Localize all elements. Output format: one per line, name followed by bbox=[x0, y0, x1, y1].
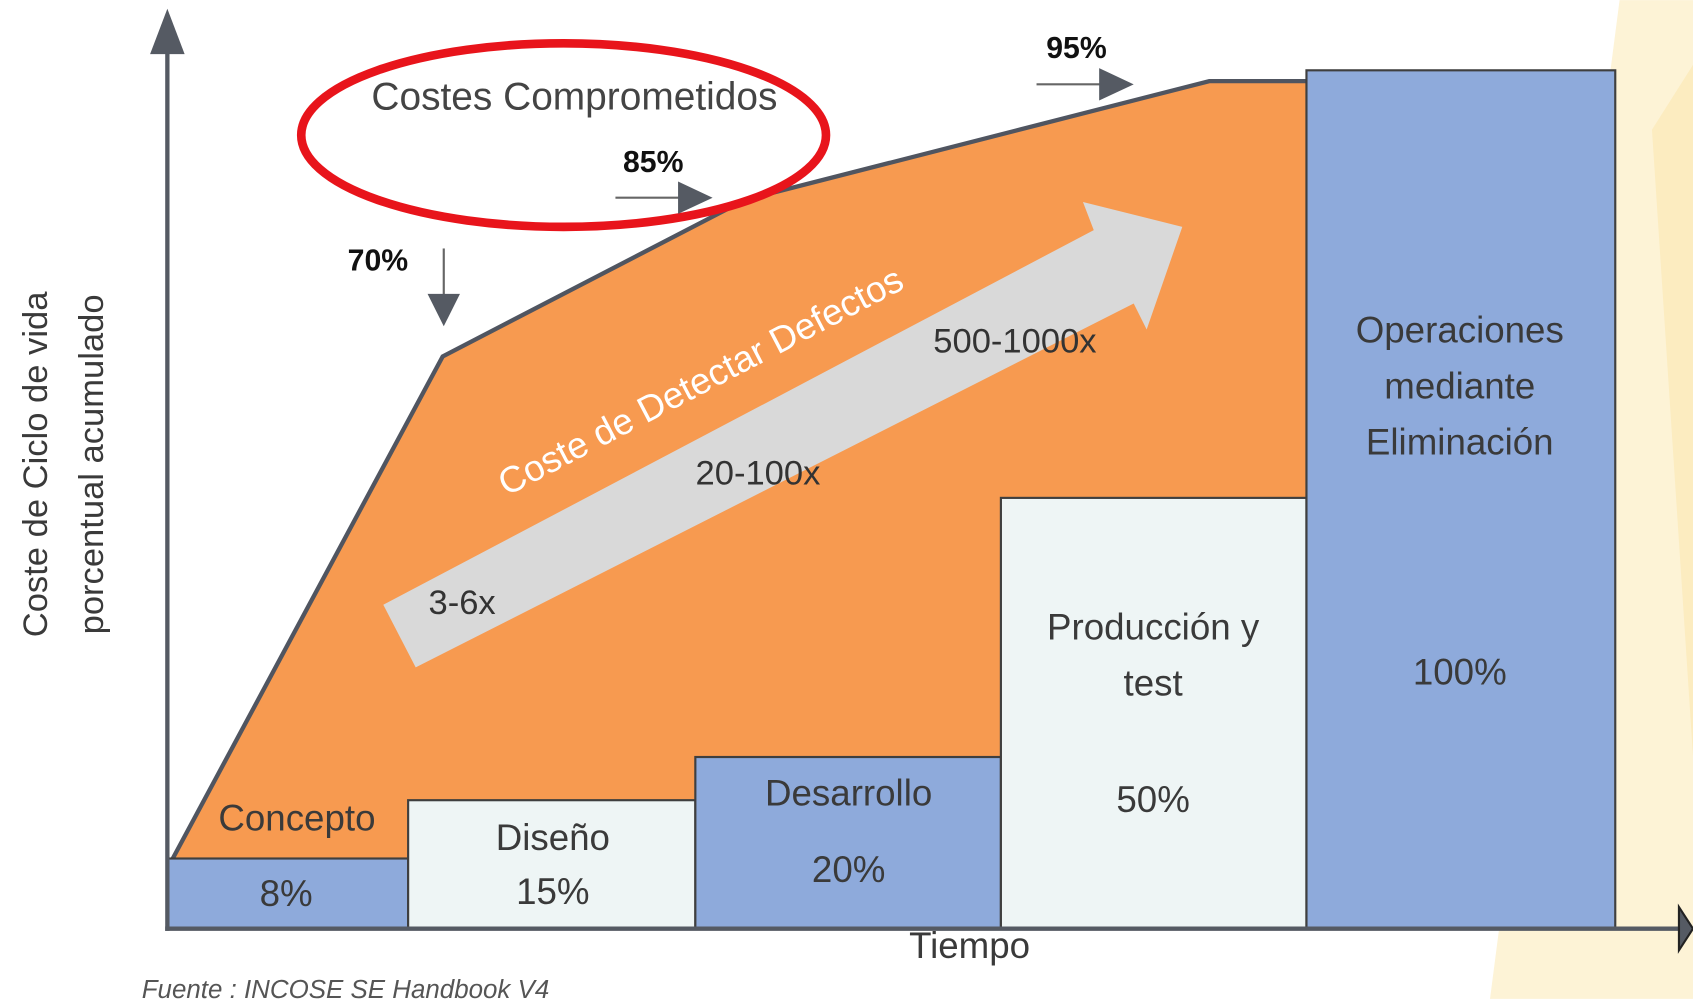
multiplier: 3-6x bbox=[429, 584, 496, 622]
phase-bars bbox=[166, 69, 1617, 930]
axis-arrowhead bbox=[1677, 903, 1693, 954]
source-note: Fuente : INCOSE SE Handbook V4 bbox=[142, 976, 550, 999]
multiplier: 500-1000x bbox=[933, 323, 1096, 361]
defect-arrow bbox=[383, 202, 1183, 668]
phase-name: Producción y bbox=[1047, 606, 1260, 647]
phase-name: Diseño bbox=[496, 817, 610, 858]
marker-arrowhead bbox=[427, 293, 460, 327]
phase-name: mediante bbox=[1384, 366, 1535, 407]
phase-name: test bbox=[1124, 662, 1183, 703]
marker-label: 70% bbox=[348, 244, 409, 277]
committed-label: Costes Comprometidos bbox=[371, 76, 777, 119]
x-axis-label: Tiempo bbox=[909, 925, 1030, 966]
phase-percent: 8% bbox=[260, 873, 313, 914]
marker-arrowhead bbox=[1099, 68, 1134, 101]
marker-arrowhead bbox=[678, 181, 713, 214]
phase-percent: 15% bbox=[516, 871, 589, 912]
marker-label: 85% bbox=[623, 146, 684, 179]
highlight-ellipse bbox=[296, 38, 831, 232]
phase-percent: 100% bbox=[1413, 652, 1507, 693]
phase-percent: 50% bbox=[1116, 779, 1189, 820]
y-axis-label: porcentual acumulado bbox=[73, 294, 111, 634]
phase-bar bbox=[1305, 69, 1617, 930]
phase-name: Eliminación bbox=[1366, 422, 1554, 463]
phase-percent: 20% bbox=[812, 849, 885, 890]
y-axis-label: Coste de Ciclo de vida bbox=[17, 291, 55, 637]
phase-name: Desarrollo bbox=[765, 773, 932, 814]
phase-name: Operaciones bbox=[1356, 309, 1564, 350]
phase-bar bbox=[999, 496, 1308, 930]
marker-label: 95% bbox=[1046, 32, 1107, 65]
axis-arrowhead bbox=[150, 8, 185, 55]
multiplier: 20-100x bbox=[696, 454, 821, 492]
phase-name: Concepto bbox=[218, 797, 375, 838]
background-shape bbox=[1651, 64, 1693, 756]
